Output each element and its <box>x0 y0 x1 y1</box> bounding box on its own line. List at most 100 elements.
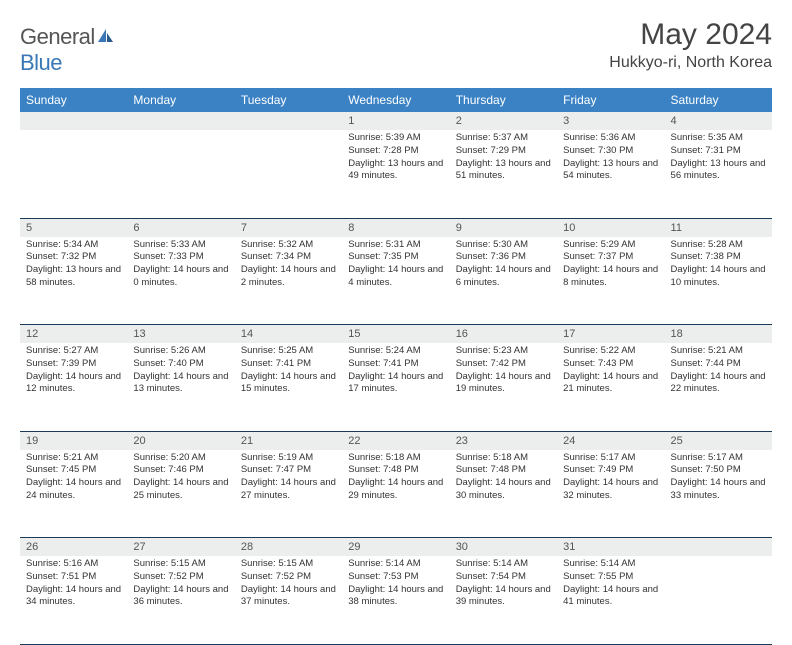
sunrise-line: Sunrise: 5:15 AM <box>241 558 336 571</box>
day-details: Sunrise: 5:15 AMSunset: 7:52 PMDaylight:… <box>127 556 234 613</box>
day-number <box>665 538 772 557</box>
sunset-line: Sunset: 7:32 PM <box>26 251 121 264</box>
day-number: 17 <box>557 325 664 344</box>
sunset-line: Sunset: 7:28 PM <box>348 145 443 158</box>
day-details: Sunrise: 5:25 AMSunset: 7:41 PMDaylight:… <box>235 343 342 400</box>
sunrise-line: Sunrise: 5:22 AM <box>563 345 658 358</box>
day-number: 9 <box>450 218 557 237</box>
day-cell: Sunrise: 5:32 AMSunset: 7:34 PMDaylight:… <box>235 237 342 325</box>
sunset-line: Sunset: 7:55 PM <box>563 571 658 584</box>
daylight-line: Daylight: 14 hours and 25 minutes. <box>133 477 228 503</box>
daylight-line: Daylight: 14 hours and 15 minutes. <box>241 371 336 397</box>
daylight-line: Daylight: 14 hours and 24 minutes. <box>26 477 121 503</box>
sunset-line: Sunset: 7:48 PM <box>456 464 551 477</box>
sunrise-line: Sunrise: 5:21 AM <box>26 452 121 465</box>
daylight-line: Daylight: 14 hours and 12 minutes. <box>26 371 121 397</box>
logo-text: GeneralBlue <box>20 24 115 76</box>
day-content-row: Sunrise: 5:27 AMSunset: 7:39 PMDaylight:… <box>20 343 772 431</box>
day-number <box>235 112 342 130</box>
logo: GeneralBlue <box>20 18 115 76</box>
day-number-row: 12131415161718 <box>20 325 772 344</box>
day-details: Sunrise: 5:29 AMSunset: 7:37 PMDaylight:… <box>557 237 664 294</box>
sunrise-line: Sunrise: 5:33 AM <box>133 239 228 252</box>
day-details: Sunrise: 5:17 AMSunset: 7:50 PMDaylight:… <box>665 450 772 507</box>
sunset-line: Sunset: 7:52 PM <box>133 571 228 584</box>
daylight-line: Daylight: 13 hours and 56 minutes. <box>671 158 766 184</box>
day-details: Sunrise: 5:15 AMSunset: 7:52 PMDaylight:… <box>235 556 342 613</box>
calendar-body: 1234Sunrise: 5:39 AMSunset: 7:28 PMDayli… <box>20 112 772 644</box>
day-details: Sunrise: 5:30 AMSunset: 7:36 PMDaylight:… <box>450 237 557 294</box>
day-number: 26 <box>20 538 127 557</box>
sunrise-line: Sunrise: 5:29 AM <box>563 239 658 252</box>
col-tue: Tuesday <box>235 88 342 112</box>
daylight-line: Daylight: 14 hours and 13 minutes. <box>133 371 228 397</box>
sunset-line: Sunset: 7:52 PM <box>241 571 336 584</box>
day-number: 31 <box>557 538 664 557</box>
day-cell: Sunrise: 5:39 AMSunset: 7:28 PMDaylight:… <box>342 130 449 218</box>
day-cell: Sunrise: 5:16 AMSunset: 7:51 PMDaylight:… <box>20 556 127 644</box>
day-number-row: 19202122232425 <box>20 431 772 450</box>
logo-sail-icon <box>97 24 115 50</box>
sunset-line: Sunset: 7:40 PM <box>133 358 228 371</box>
day-details: Sunrise: 5:16 AMSunset: 7:51 PMDaylight:… <box>20 556 127 613</box>
col-fri: Friday <box>557 88 664 112</box>
daylight-line: Daylight: 14 hours and 22 minutes. <box>671 371 766 397</box>
sunset-line: Sunset: 7:39 PM <box>26 358 121 371</box>
location: Hukkyo-ri, North Korea <box>609 54 772 72</box>
day-details: Sunrise: 5:14 AMSunset: 7:55 PMDaylight:… <box>557 556 664 613</box>
calendar-table: Sunday Monday Tuesday Wednesday Thursday… <box>20 88 772 645</box>
sunset-line: Sunset: 7:47 PM <box>241 464 336 477</box>
daylight-line: Daylight: 14 hours and 27 minutes. <box>241 477 336 503</box>
sunset-line: Sunset: 7:53 PM <box>348 571 443 584</box>
day-number: 3 <box>557 112 664 130</box>
daylight-line: Daylight: 14 hours and 33 minutes. <box>671 477 766 503</box>
daylight-line: Daylight: 14 hours and 29 minutes. <box>348 477 443 503</box>
day-details: Sunrise: 5:22 AMSunset: 7:43 PMDaylight:… <box>557 343 664 400</box>
day-cell: Sunrise: 5:37 AMSunset: 7:29 PMDaylight:… <box>450 130 557 218</box>
sunset-line: Sunset: 7:51 PM <box>26 571 121 584</box>
day-content-row: Sunrise: 5:34 AMSunset: 7:32 PMDaylight:… <box>20 237 772 325</box>
day-number-row: 262728293031 <box>20 538 772 557</box>
daylight-line: Daylight: 13 hours and 54 minutes. <box>563 158 658 184</box>
daylight-line: Daylight: 14 hours and 30 minutes. <box>456 477 551 503</box>
day-cell: Sunrise: 5:29 AMSunset: 7:37 PMDaylight:… <box>557 237 664 325</box>
day-number: 27 <box>127 538 234 557</box>
day-cell <box>665 556 772 644</box>
day-cell: Sunrise: 5:25 AMSunset: 7:41 PMDaylight:… <box>235 343 342 431</box>
day-content-row: Sunrise: 5:39 AMSunset: 7:28 PMDaylight:… <box>20 130 772 218</box>
day-details: Sunrise: 5:33 AMSunset: 7:33 PMDaylight:… <box>127 237 234 294</box>
day-cell: Sunrise: 5:19 AMSunset: 7:47 PMDaylight:… <box>235 450 342 538</box>
sunset-line: Sunset: 7:33 PM <box>133 251 228 264</box>
sunrise-line: Sunrise: 5:15 AM <box>133 558 228 571</box>
sunset-line: Sunset: 7:54 PM <box>456 571 551 584</box>
day-details: Sunrise: 5:14 AMSunset: 7:54 PMDaylight:… <box>450 556 557 613</box>
day-number: 19 <box>20 431 127 450</box>
day-details: Sunrise: 5:37 AMSunset: 7:29 PMDaylight:… <box>450 130 557 187</box>
col-mon: Monday <box>127 88 234 112</box>
day-number: 13 <box>127 325 234 344</box>
sunset-line: Sunset: 7:30 PM <box>563 145 658 158</box>
day-details: Sunrise: 5:31 AMSunset: 7:35 PMDaylight:… <box>342 237 449 294</box>
sunset-line: Sunset: 7:42 PM <box>456 358 551 371</box>
day-cell: Sunrise: 5:17 AMSunset: 7:50 PMDaylight:… <box>665 450 772 538</box>
daylight-line: Daylight: 14 hours and 37 minutes. <box>241 584 336 610</box>
day-cell: Sunrise: 5:24 AMSunset: 7:41 PMDaylight:… <box>342 343 449 431</box>
day-details: Sunrise: 5:24 AMSunset: 7:41 PMDaylight:… <box>342 343 449 400</box>
day-number <box>20 112 127 130</box>
sunrise-line: Sunrise: 5:19 AM <box>241 452 336 465</box>
day-details: Sunrise: 5:21 AMSunset: 7:45 PMDaylight:… <box>20 450 127 507</box>
sunrise-line: Sunrise: 5:17 AM <box>671 452 766 465</box>
daylight-line: Daylight: 13 hours and 49 minutes. <box>348 158 443 184</box>
sunset-line: Sunset: 7:34 PM <box>241 251 336 264</box>
day-number: 21 <box>235 431 342 450</box>
daylight-line: Daylight: 14 hours and 10 minutes. <box>671 264 766 290</box>
sunrise-line: Sunrise: 5:14 AM <box>563 558 658 571</box>
sunset-line: Sunset: 7:43 PM <box>563 358 658 371</box>
daylight-line: Daylight: 14 hours and 36 minutes. <box>133 584 228 610</box>
logo-text-2: Blue <box>20 50 62 75</box>
sunrise-line: Sunrise: 5:31 AM <box>348 239 443 252</box>
sunrise-line: Sunrise: 5:36 AM <box>563 132 658 145</box>
day-details: Sunrise: 5:28 AMSunset: 7:38 PMDaylight:… <box>665 237 772 294</box>
sunrise-line: Sunrise: 5:18 AM <box>456 452 551 465</box>
day-details: Sunrise: 5:23 AMSunset: 7:42 PMDaylight:… <box>450 343 557 400</box>
